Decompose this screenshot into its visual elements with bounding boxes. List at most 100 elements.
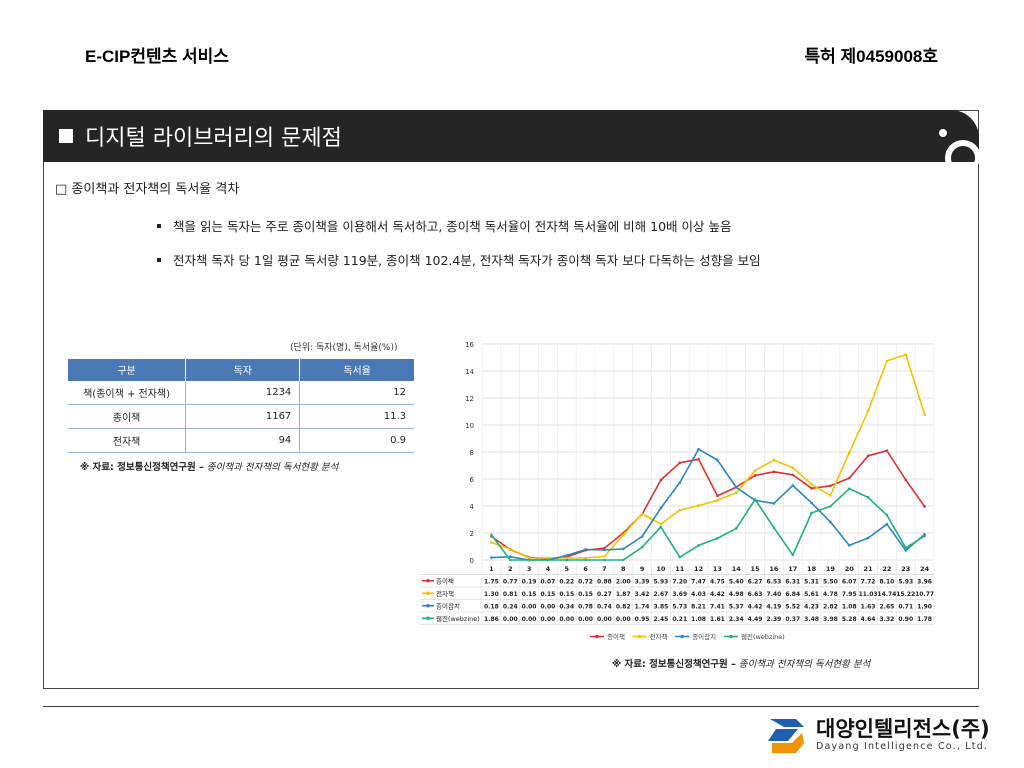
data-table-value: 0.07 bbox=[541, 579, 556, 586]
data-table-value: 0.00 bbox=[597, 616, 612, 623]
bullet-item: 전자책 독자 당 1일 평균 독서량 119분, 종이책 102.4분, 전자책… bbox=[157, 250, 761, 269]
data-point bbox=[678, 481, 682, 484]
data-table-value: 7.72 bbox=[861, 579, 876, 586]
bullet-dot-icon bbox=[157, 224, 161, 228]
data-table-value: 3.85 bbox=[654, 604, 669, 611]
x-tick-label: 13 bbox=[713, 565, 722, 573]
data-table-value: 7.47 bbox=[691, 579, 706, 586]
header-patent-number: 특허 제0459008호 bbox=[804, 47, 938, 66]
data-point bbox=[829, 520, 832, 524]
data-table-value: 0.82 bbox=[616, 604, 631, 611]
data-table-value: 2.00 bbox=[616, 579, 631, 586]
data-table-value: 0.24 bbox=[503, 604, 518, 611]
x-tick-label: 5 bbox=[564, 565, 569, 573]
data-table-value: 7.41 bbox=[710, 604, 725, 611]
data-table-value: 3.69 bbox=[672, 591, 687, 598]
x-tick-label: 4 bbox=[546, 565, 551, 573]
chart-source-note: ※ 자료: 정보통신정책연구원 – 종이책과 전자책의 독서현황 분석 bbox=[612, 656, 870, 670]
data-table-value: 0.71 bbox=[898, 604, 913, 611]
x-tick-label: 6 bbox=[583, 565, 588, 573]
data-point bbox=[659, 525, 663, 529]
table-cell: 1167 bbox=[185, 404, 301, 429]
data-table-value: 5.50 bbox=[823, 579, 838, 586]
data-point bbox=[678, 555, 682, 559]
data-point bbox=[640, 545, 644, 549]
data-point bbox=[527, 558, 531, 562]
data-point bbox=[885, 522, 889, 526]
data-point bbox=[847, 487, 851, 491]
data-point bbox=[753, 474, 757, 477]
data-table-value: 3.32 bbox=[880, 616, 895, 623]
data-point bbox=[866, 454, 870, 458]
data-table-value: 2.67 bbox=[654, 591, 669, 598]
data-table-value: 1.78 bbox=[917, 616, 932, 623]
data-point bbox=[904, 549, 908, 552]
data-table-value: 5.37 bbox=[729, 604, 744, 611]
data-table-value: 4.42 bbox=[710, 591, 725, 598]
data-point bbox=[885, 513, 889, 517]
y-tick-label: 4 bbox=[470, 503, 475, 511]
bullet-text: 책을 읽는 독자는 주로 종이책을 이용해서 독서하고, 종이책 독서율이 전자… bbox=[173, 219, 732, 234]
data-table-value: 5.40 bbox=[729, 579, 744, 586]
x-tick-label: 9 bbox=[640, 565, 645, 573]
data-table-value: 0.00 bbox=[559, 616, 574, 623]
legend-label: 전자책 bbox=[650, 632, 668, 641]
data-point bbox=[490, 556, 493, 559]
data-point bbox=[546, 558, 550, 562]
data-point bbox=[791, 553, 795, 557]
data-table-value: 4.49 bbox=[748, 616, 763, 623]
data-table-value: 0.77 bbox=[503, 579, 518, 586]
series-line bbox=[491, 448, 926, 561]
data-point bbox=[772, 458, 776, 462]
data-table-value: 0.34 bbox=[559, 604, 574, 611]
data-table-value: 5.52 bbox=[785, 604, 800, 611]
table-series-marker bbox=[426, 591, 430, 596]
data-table-value: 8.10 bbox=[880, 579, 895, 586]
data-table-value: 0.00 bbox=[522, 604, 537, 611]
table-cell: 1234 bbox=[185, 380, 301, 405]
source-title: 종이책과 전자책의 독서현황 분석 bbox=[738, 659, 871, 670]
table-row: 전자책 94 0.9 bbox=[68, 428, 414, 453]
data-table-value: 4.75 bbox=[710, 579, 725, 586]
data-point bbox=[810, 501, 813, 505]
table-cell: 책(종이책 + 전자책) bbox=[68, 380, 187, 405]
legend-marker bbox=[595, 634, 599, 639]
data-point bbox=[923, 534, 926, 538]
data-table-value: 7.40 bbox=[767, 591, 782, 598]
table-cell: 94 bbox=[185, 428, 301, 453]
data-point bbox=[565, 554, 569, 557]
data-table-value: 0.88 bbox=[597, 579, 612, 586]
reading-rate-table: 구분 독자 독서율 책(종이책 + 전자책) 1234 12 종이책 1167 … bbox=[68, 359, 414, 453]
table-cell: 전자책 bbox=[68, 428, 187, 453]
x-tick-label: 11 bbox=[675, 565, 685, 573]
data-table-value: 10.77 bbox=[915, 591, 934, 598]
data-point bbox=[716, 494, 719, 498]
y-tick-label: 16 bbox=[465, 341, 474, 349]
data-table-value: 0.00 bbox=[541, 604, 556, 611]
data-table-value: 4.19 bbox=[767, 604, 782, 611]
data-table-value: 3.98 bbox=[823, 616, 838, 623]
data-table-value: 0.15 bbox=[522, 591, 537, 598]
data-point bbox=[923, 413, 926, 416]
data-table-value: 3.39 bbox=[635, 579, 650, 586]
company-name-korean: 대양인텔리전스(주) bbox=[816, 717, 990, 741]
data-table-value: 2.82 bbox=[823, 604, 838, 611]
x-tick-label: 17 bbox=[788, 565, 797, 573]
x-tick-label: 22 bbox=[882, 565, 891, 573]
data-table-value: 5.93 bbox=[654, 579, 669, 586]
data-table-value: 2.65 bbox=[880, 604, 895, 611]
data-table-value: 1.30 bbox=[484, 591, 499, 598]
data-point bbox=[772, 526, 776, 530]
banner-circle-decoration-icon bbox=[939, 129, 981, 164]
column-header: 구분 bbox=[68, 359, 187, 381]
data-table-value: 0.00 bbox=[578, 616, 593, 623]
data-table-value: 0.78 bbox=[578, 604, 593, 611]
data-point bbox=[697, 447, 700, 451]
data-point bbox=[603, 558, 606, 562]
data-table-value: 1.08 bbox=[691, 616, 706, 623]
data-table-value: 6.84 bbox=[785, 591, 800, 598]
data-point bbox=[772, 470, 776, 474]
x-tick-label: 3 bbox=[527, 565, 532, 573]
data-point bbox=[904, 478, 908, 482]
